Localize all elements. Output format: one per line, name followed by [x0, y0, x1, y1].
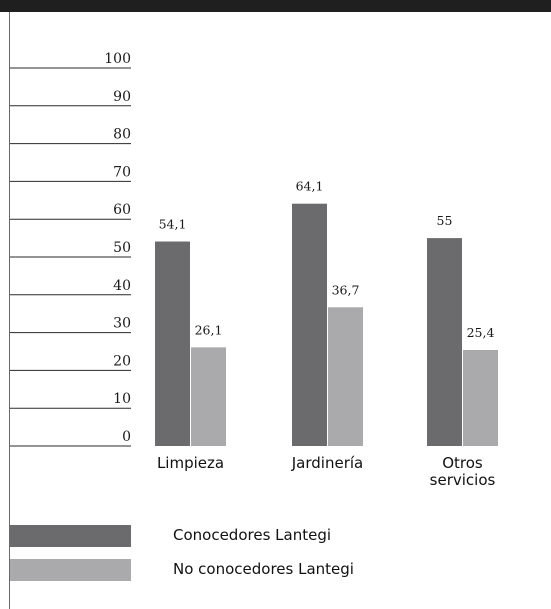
bar-conocedores-1	[292, 203, 327, 446]
y-tick-label-100: 100	[104, 51, 131, 67]
legend-label-no-conocedores: No conocedores Lantegi	[173, 560, 354, 578]
y-tick-label-60: 60	[113, 202, 131, 218]
bar-conocedores-2	[427, 238, 462, 446]
data-label-1-2: 25,4	[467, 325, 495, 340]
legend-swatch-no-conocedores	[10, 559, 131, 581]
y-tick-label-10: 10	[113, 391, 131, 407]
bars-area: 54,1 26,1 64,1 36,7 55 25,4	[155, 179, 498, 446]
y-tick-label-80: 80	[113, 127, 131, 143]
data-label-0-2: 55	[437, 213, 453, 228]
y-axis: 0 10 20 30 40 50 60 70 80 90 100	[10, 51, 131, 447]
x-tick-label-2: Otros servicios	[430, 454, 496, 489]
y-tick-label-90: 90	[113, 89, 131, 105]
y-tick-label-50: 50	[113, 240, 131, 256]
x-tick-label-1: Jardinería	[291, 454, 363, 472]
x-tick-label-0: Limpieza	[157, 454, 224, 472]
x-axis: Limpieza Jardinería Otros servicios	[157, 454, 496, 489]
left-border-rule	[9, 12, 10, 609]
bar-no-conocedores-0	[191, 347, 226, 446]
y-tick-label-30: 30	[113, 316, 131, 332]
data-label-0-0: 54,1	[159, 217, 187, 232]
bar-no-conocedores-1	[328, 307, 363, 446]
top-band	[0, 0, 551, 12]
data-label-1-0: 26,1	[195, 322, 223, 337]
bar-no-conocedores-2	[463, 349, 498, 446]
y-tick-label-20: 20	[113, 353, 131, 369]
legend-item-conocedores: Conocedores Lantegi	[10, 523, 410, 547]
y-tick-label-70: 70	[113, 164, 131, 180]
legend-item-no-conocedores: No conocedores Lantegi	[10, 557, 410, 581]
y-tick-label-0: 0	[122, 429, 131, 445]
data-label-0-1: 64,1	[296, 179, 324, 194]
legend-label-conocedores: Conocedores Lantegi	[173, 526, 332, 544]
legend-swatch-conocedores	[10, 525, 131, 547]
data-label-1-1: 36,7	[332, 282, 360, 297]
y-tick-label-40: 40	[113, 278, 131, 294]
bar-conocedores-0	[155, 241, 190, 446]
